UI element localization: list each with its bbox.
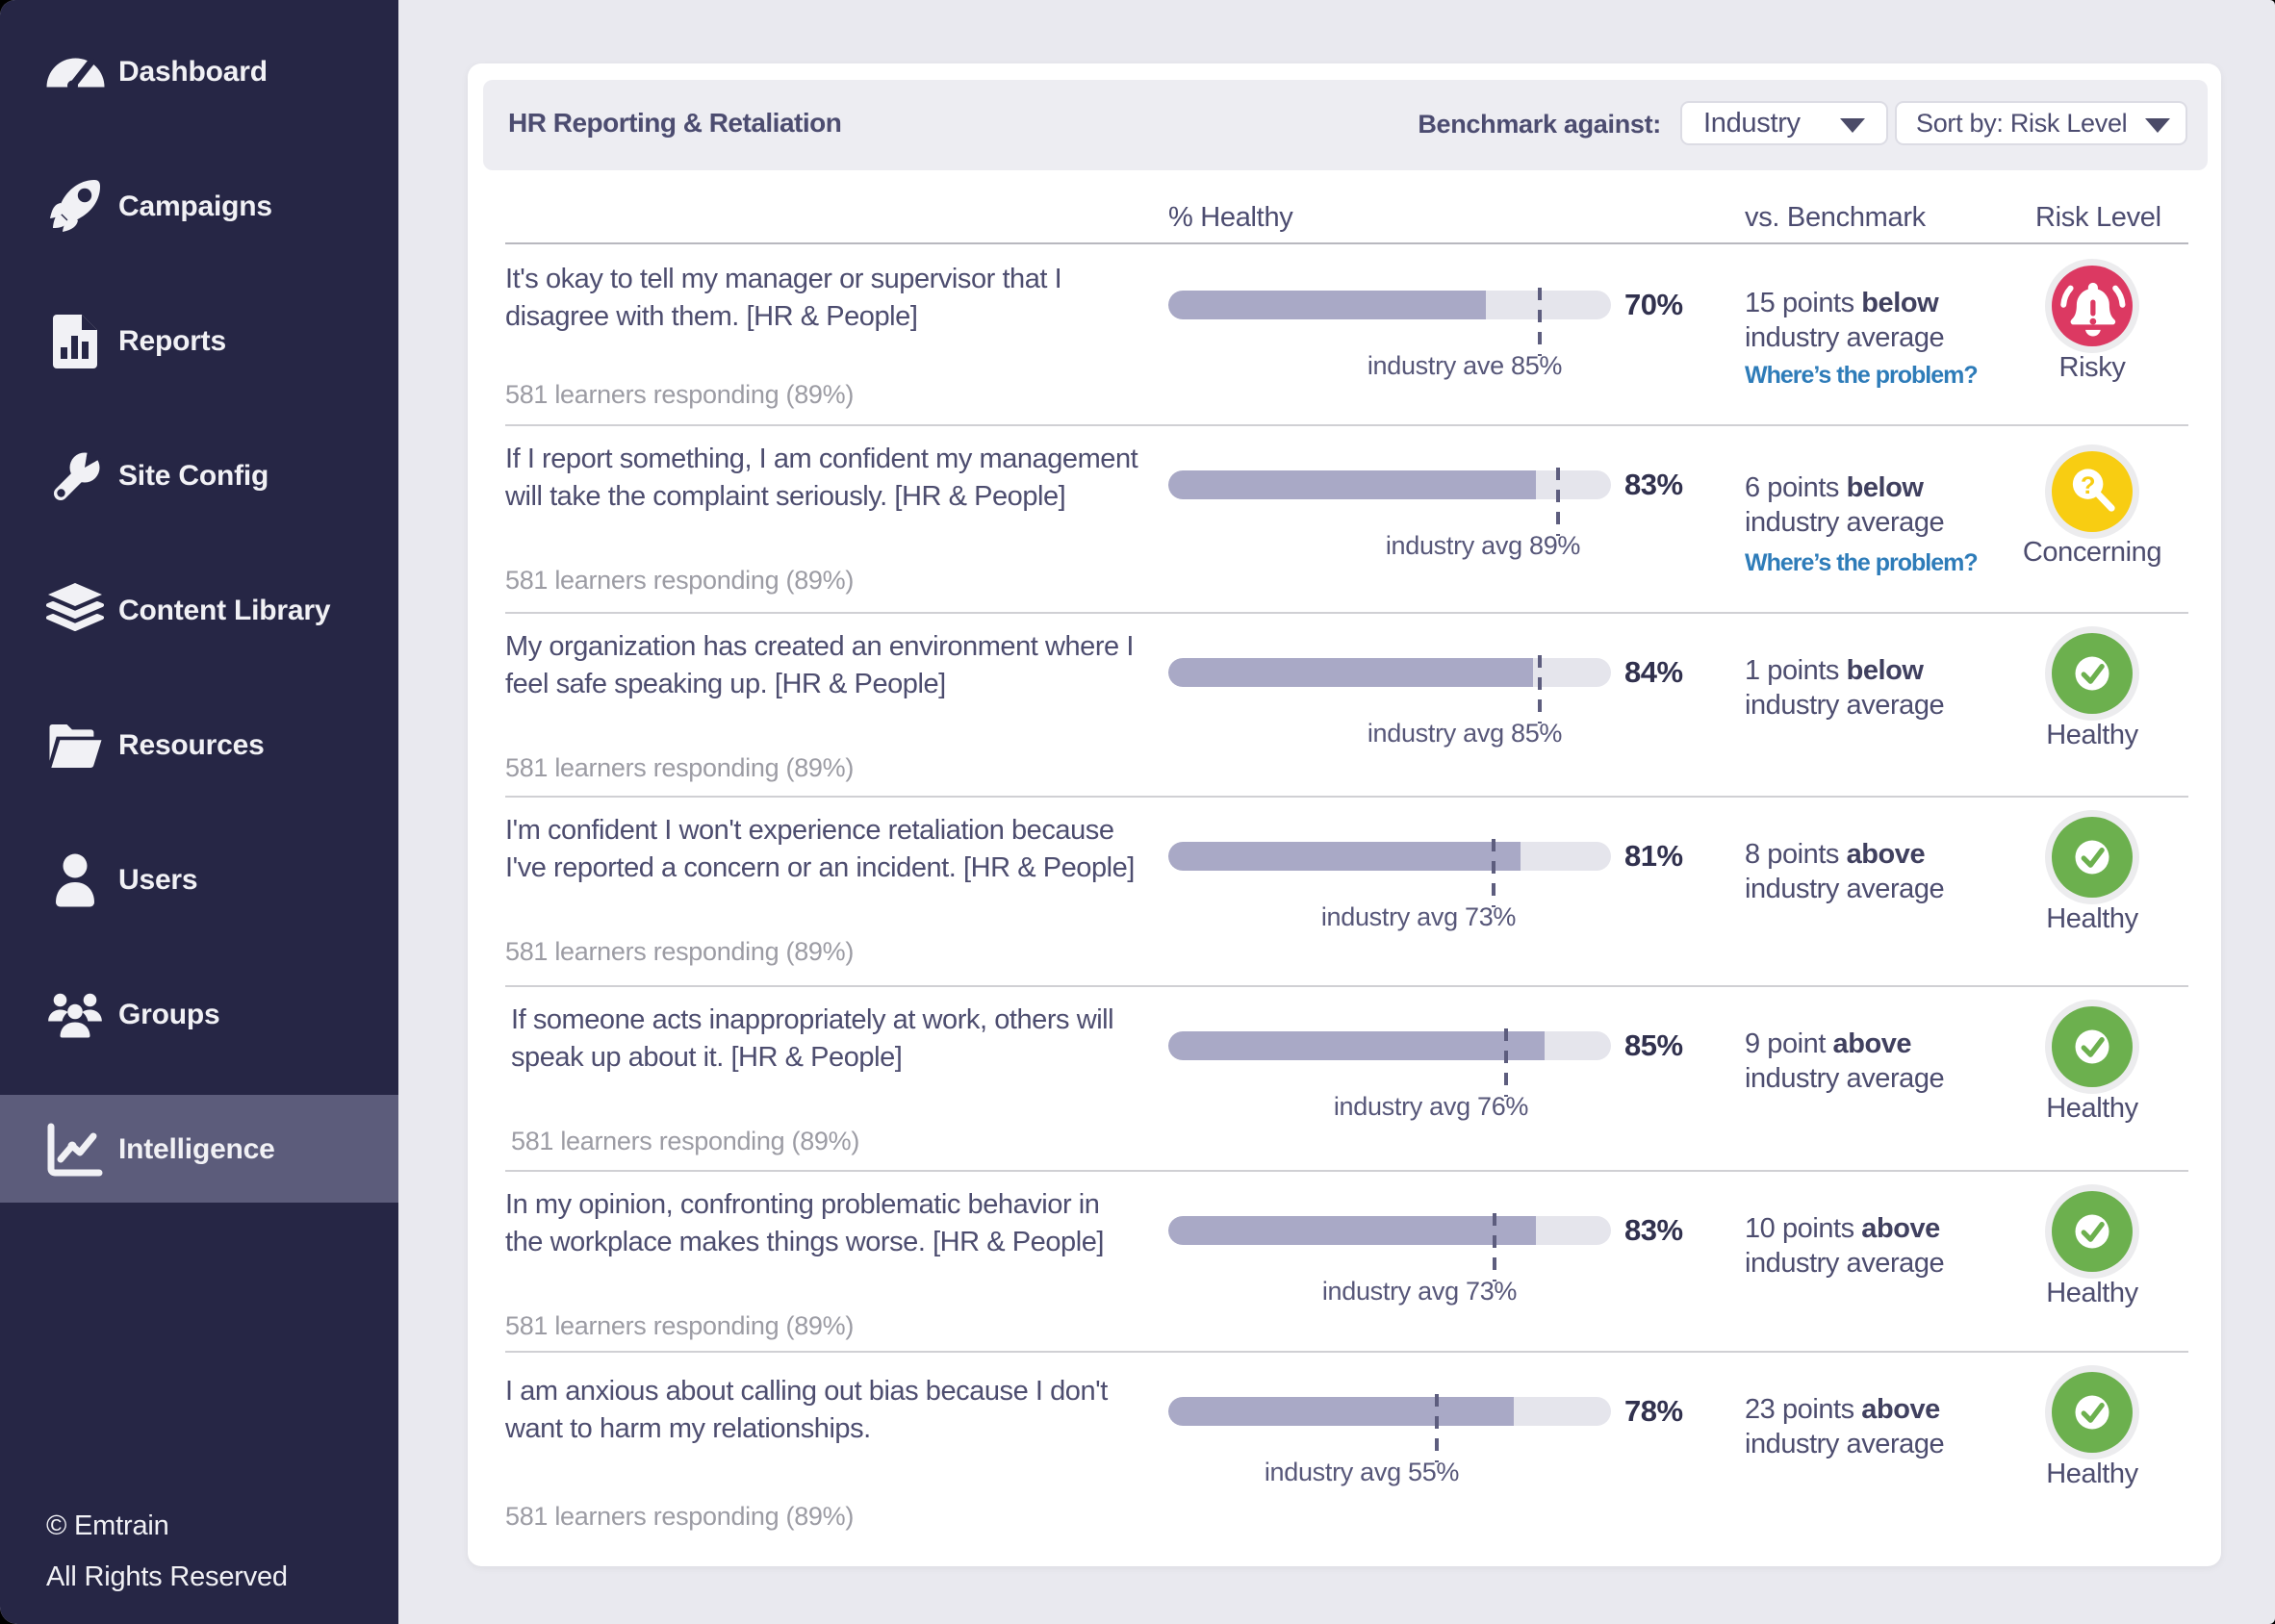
svg-text:?: ? [2081, 472, 2096, 499]
